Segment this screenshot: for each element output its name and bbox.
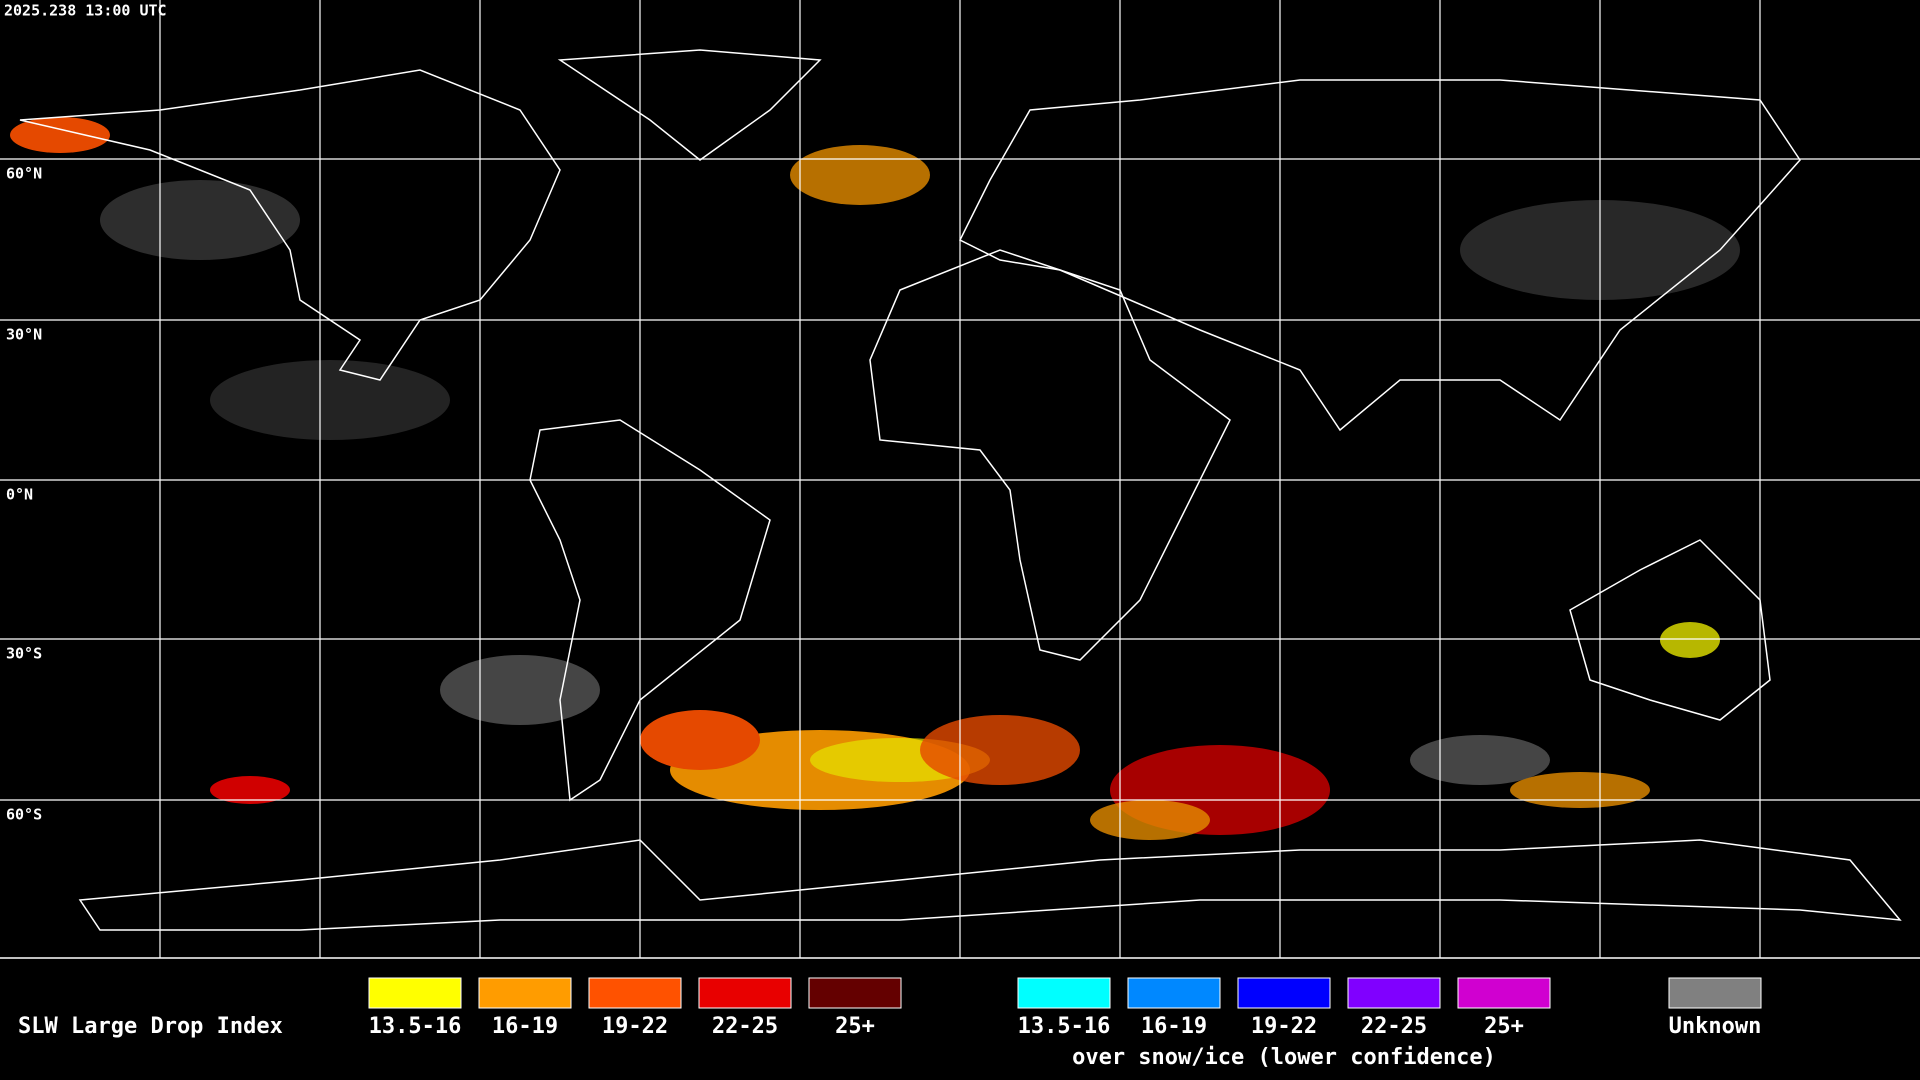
legend-label: 25+ [1484,1014,1524,1039]
legend-swatch [368,977,462,1009]
legend-label: 16-19 [492,1014,558,1039]
legend-swatch [1127,977,1221,1009]
south-america [529,419,771,802]
latitude-label: 60°S [6,806,42,824]
legend-label: 22-25 [1361,1014,1427,1039]
latitude-labels: 60°N 30°N 0°N 30°S 60°S [6,165,42,824]
legend-swatch [1347,977,1441,1009]
legend-swatch [698,977,792,1009]
africa [869,249,1231,661]
australia [1569,539,1771,721]
legend-swatch [808,977,902,1009]
legend-swatch [1017,977,1111,1009]
latitude-label: 0°N [6,486,33,504]
greenland [557,49,822,161]
legend-caption: over snow/ice (lower confidence) [1072,1045,1496,1070]
legend-title: SLW Large Drop Index [18,1014,283,1039]
legend-label: 22-25 [712,1014,778,1039]
legend-swatch [478,977,572,1009]
antarctica [78,839,1902,931]
legend-label: 16-19 [1141,1014,1207,1039]
latitude-label: 30°N [6,326,42,344]
legend-label: Unknown [1669,1014,1762,1039]
eurasia [958,79,1801,432]
timestamp: 2025.238 13:00 UTC [4,2,167,20]
legend-swatch [1668,977,1762,1009]
latitude-label: 60°N [6,165,42,183]
graticule [0,0,1920,958]
legend-label: 19-22 [602,1014,668,1039]
legend-label: 13.5-16 [369,1014,462,1039]
legend: 13.5-16 16-19 19-22 22-25 25+ 13.5-16 16-19 19-… [368,977,1762,1070]
latitude-label: 30°S [6,645,42,663]
legend-label: 13.5-16 [1018,1014,1111,1039]
legend-label: 19-22 [1251,1014,1317,1039]
legend-swatch [588,977,682,1009]
legend-swatch [1237,977,1331,1009]
legend-swatch [1457,977,1551,1009]
legend-label: 25+ [835,1014,875,1039]
map: 60°N 30°N 0°N 30°S 60°S [0,0,1920,958]
